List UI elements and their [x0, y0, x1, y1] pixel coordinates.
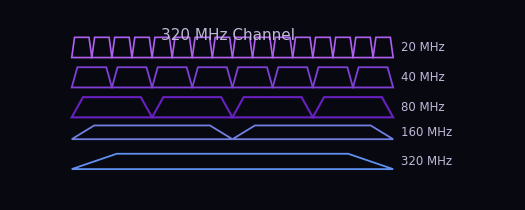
- Text: 80 MHz: 80 MHz: [401, 101, 445, 114]
- Text: 40 MHz: 40 MHz: [401, 71, 445, 84]
- Text: 320 MHz Channel: 320 MHz Channel: [161, 28, 296, 43]
- Text: 20 MHz: 20 MHz: [401, 41, 445, 54]
- Text: 160 MHz: 160 MHz: [401, 126, 453, 139]
- Text: 320 MHz: 320 MHz: [401, 155, 453, 168]
